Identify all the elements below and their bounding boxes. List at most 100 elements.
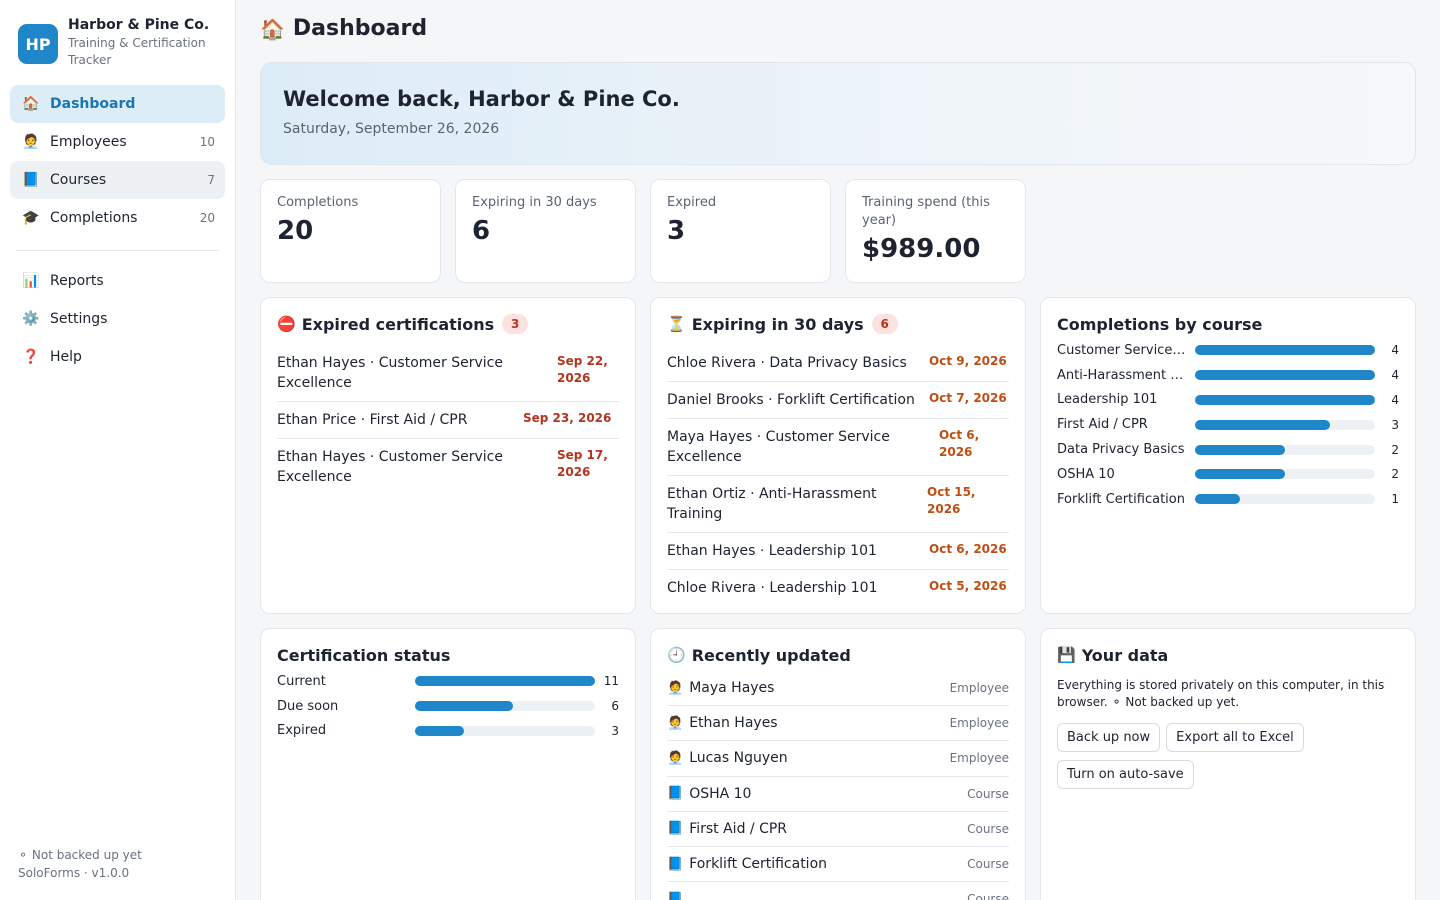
nav-label: Completions bbox=[50, 210, 138, 226]
book-icon: 📘 bbox=[667, 891, 684, 900]
brand-logo: HP bbox=[18, 24, 58, 64]
bar-fill bbox=[414, 725, 464, 736]
list-item[interactable]: 📘 OSHA 10 Course bbox=[667, 777, 1009, 812]
nav-count: 7 bbox=[207, 173, 215, 187]
nav-item-employees[interactable]: 🧑‍💼 Employees 10 bbox=[10, 123, 225, 161]
certification-status-card: Certification status Current 11 Due soon 6… bbox=[260, 628, 636, 900]
nav-label: Employees bbox=[50, 134, 127, 150]
data-actions: Back up now Export all to Excel Turn on a… bbox=[1057, 723, 1399, 797]
count-badge: 3 bbox=[502, 314, 529, 334]
list-item[interactable]: 🧑‍💼 Ethan Hayes Employee bbox=[667, 706, 1009, 742]
list-item[interactable]: Chloe Rivera · Leadership 101 Oct 5, 202… bbox=[667, 579, 1007, 596]
list-item[interactable]: Maya Hayes · Customer Service Excellence… bbox=[667, 419, 1009, 476]
floppy-disk-icon: 💾 bbox=[1057, 646, 1076, 664]
employee-icon: 🧑‍💼 bbox=[667, 680, 684, 696]
recent-list: 🧑‍💼 Maya Hayes Employee 🧑‍💼 Ethan Hayes Em… bbox=[667, 671, 1009, 900]
bar-row: Expired 3 bbox=[277, 723, 619, 739]
data-storage-note: Everything is stored privately on this c… bbox=[1057, 678, 1385, 709]
page-title: 🏠 Dashboard bbox=[260, 16, 427, 41]
nav-label: Settings bbox=[50, 311, 108, 327]
stat-completions: Completions 20 bbox=[260, 179, 441, 283]
chart-icon: 📊 bbox=[22, 273, 40, 289]
card-title: Expiring in 30 days bbox=[691, 314, 864, 334]
backup-status: ⚬ Not backed up yet bbox=[18, 848, 142, 862]
list-item[interactable]: Ethan Ortiz · Anti-Harassment Training O… bbox=[667, 476, 1009, 533]
bar-row: Data Privacy Basics 2 bbox=[1057, 442, 1399, 458]
stat-value: 3 bbox=[667, 216, 686, 246]
brand-subtitle: Training & Certification Tracker bbox=[68, 36, 206, 67]
bar-row: Due soon 6 bbox=[277, 698, 619, 714]
bar-row: Forklift Certification 1 bbox=[1057, 491, 1399, 507]
list-item[interactable]: 📘 First Aid / CPR Course bbox=[667, 812, 1009, 847]
auto-save-button[interactable]: Turn on auto-save bbox=[1057, 760, 1194, 789]
list-item[interactable]: Ethan Hayes · Customer Service Excellenc… bbox=[277, 345, 619, 402]
nav-count: 20 bbox=[199, 211, 215, 225]
list-item[interactable]: 📘 Course bbox=[667, 882, 1009, 900]
nav-label: Dashboard bbox=[50, 96, 136, 112]
book-icon: 📘 bbox=[667, 856, 684, 872]
stat-label: Completions bbox=[277, 195, 359, 210]
list-item[interactable]: Ethan Price · First Aid / CPR Sep 23, 20… bbox=[277, 402, 619, 439]
list-item[interactable]: Ethan Hayes · Leadership 101 Oct 6, 2026 bbox=[667, 533, 1009, 570]
no-entry-icon: ⛔ bbox=[277, 315, 296, 333]
brand: HP Harbor & Pine Co. Training & Certific… bbox=[0, 0, 235, 69]
graduation-cap-icon: 🎓 bbox=[22, 210, 40, 226]
stat-training-spend: Training spend (this year) $989.00 bbox=[845, 179, 1026, 283]
expired-certifications-card: ⛔ Expired certifications 3 Ethan Hayes ·… bbox=[260, 297, 636, 614]
stat-label: Training spend (this year) bbox=[862, 195, 990, 228]
nav-item-help[interactable]: ❓ Help bbox=[10, 338, 225, 376]
expired-list: Ethan Hayes · Customer Service Excellenc… bbox=[277, 345, 619, 495]
bar-fill bbox=[414, 701, 514, 712]
hourglass-icon: ⏳ bbox=[667, 315, 686, 333]
bar-fill bbox=[1194, 345, 1376, 356]
list-item[interactable]: Daniel Brooks · Forklift Certification O… bbox=[667, 382, 1009, 419]
count-badge: 6 bbox=[871, 314, 898, 334]
nav-item-reports[interactable]: 📊 Reports bbox=[10, 262, 225, 300]
welcome-banner: Welcome back, Harbor & Pine Co. Saturday… bbox=[260, 62, 1416, 165]
nav-item-settings[interactable]: ⚙️ Settings bbox=[10, 300, 225, 338]
card-title: Expired certifications bbox=[301, 314, 495, 334]
gear-icon: ⚙️ bbox=[22, 311, 40, 327]
book-icon: 📘 bbox=[22, 172, 40, 188]
list-item[interactable]: Chloe Rivera · Data Privacy Basics Oct 9… bbox=[667, 345, 1009, 382]
nav-item-courses[interactable]: 📘 Courses 7 bbox=[10, 161, 225, 199]
current-date: Saturday, September 26, 2026 bbox=[283, 121, 500, 137]
bar-row: Anti-Harassment … 4 bbox=[1057, 367, 1399, 383]
nav-item-completions[interactable]: 🎓 Completions 20 bbox=[10, 199, 225, 237]
stat-expiring: Expiring in 30 days 6 bbox=[455, 179, 636, 283]
nav-item-dashboard[interactable]: 🏠 Dashboard bbox=[10, 85, 225, 123]
status-bar-list: Current 11 Due soon 6 Expired 3 bbox=[277, 669, 619, 743]
stat-value: $989.00 bbox=[862, 234, 981, 264]
sidebar-footer: ⚬ Not backed up yet SoloForms · v1.0.0 bbox=[18, 846, 142, 882]
app-version: SoloForms · v1.0.0 bbox=[18, 866, 130, 880]
list-item[interactable]: 🧑‍💼 Lucas Nguyen Employee bbox=[667, 741, 1009, 777]
bar-fill bbox=[1194, 419, 1331, 430]
card-title: Your data bbox=[1081, 645, 1169, 665]
completions-by-course-card: Completions by course Customer Service… 4… bbox=[1040, 297, 1416, 614]
backup-button[interactable]: Back up now bbox=[1057, 723, 1161, 752]
nav-divider bbox=[16, 250, 219, 251]
nav-label: Reports bbox=[50, 273, 104, 289]
clock-icon: 🕘 bbox=[667, 646, 686, 664]
bar-row: Customer Service… 4 bbox=[1057, 342, 1399, 358]
home-icon: 🏠 bbox=[260, 16, 285, 41]
bar-row: OSHA 10 2 bbox=[1057, 466, 1399, 482]
expiring-soon-card: ⏳ Expiring in 30 days 6 Chloe Rivera · D… bbox=[650, 297, 1026, 614]
nav-label: Courses bbox=[50, 172, 107, 188]
export-excel-button[interactable]: Export all to Excel bbox=[1166, 723, 1304, 752]
card-title: Recently updated bbox=[691, 645, 851, 665]
stat-expired: Expired 3 bbox=[650, 179, 831, 283]
welcome-heading: Welcome back, Harbor & Pine Co. bbox=[283, 87, 680, 111]
stat-label: Expiring in 30 days bbox=[472, 195, 597, 210]
your-data-card: 💾 Your data Everything is stored private… bbox=[1040, 628, 1416, 900]
list-item[interactable]: Ethan Hayes · Customer Service Excellenc… bbox=[277, 448, 608, 485]
list-item[interactable]: 📘 Forklift Certification Course bbox=[667, 847, 1009, 883]
list-item[interactable]: 🧑‍💼 Maya Hayes Employee bbox=[667, 671, 1009, 707]
question-icon: ❓ bbox=[22, 349, 40, 365]
nav-label: Help bbox=[50, 349, 82, 365]
employee-icon: 🧑‍💼 bbox=[667, 750, 684, 766]
bar-row: Leadership 101 4 bbox=[1057, 392, 1399, 408]
sidebar: HP Harbor & Pine Co. Training & Certific… bbox=[0, 0, 236, 900]
card-title: Certification status bbox=[277, 645, 451, 665]
expiring-list: Chloe Rivera · Data Privacy Basics Oct 9… bbox=[667, 345, 1009, 606]
